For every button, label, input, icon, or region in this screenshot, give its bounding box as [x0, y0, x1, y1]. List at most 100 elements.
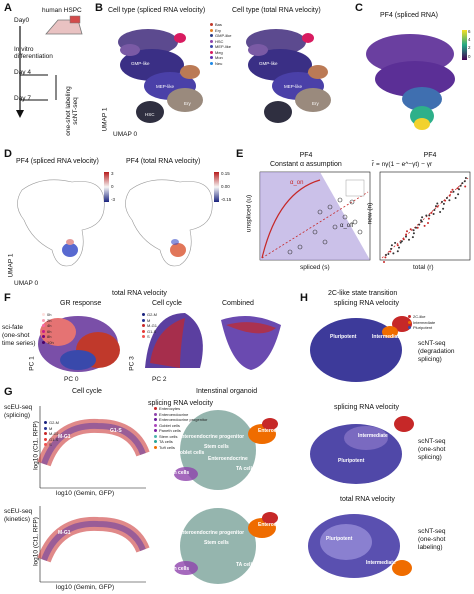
h-label-intermediate-3: Intermediate — [366, 560, 396, 566]
scatter-point — [418, 223, 421, 226]
panel-label-b: B — [95, 2, 103, 14]
cb-d-left-2: -3 — [111, 197, 116, 202]
legend-label: 6h — [47, 328, 52, 334]
legend-swatch — [408, 315, 411, 319]
legend-label: Goblet cells — [159, 422, 180, 428]
cluster-label-ery-2: Ery — [312, 101, 319, 106]
legend-label: Enterocytes — [159, 406, 181, 412]
panel-b-title-right: Cell type (total RNA velocity) — [232, 7, 321, 14]
flask-icon — [45, 15, 83, 35]
legend-swatch — [42, 318, 45, 322]
legend-label: S — [49, 442, 52, 448]
scatter-point — [408, 238, 410, 241]
legend-label: M-G1 — [147, 323, 157, 329]
colorbar-c-tick-2: 2 — [468, 45, 471, 50]
labeling-label: one-shot labeling scNT-seq — [65, 86, 79, 136]
panel-f-row-label: sci-fate (one-shot time series) — [2, 324, 36, 347]
scatter-point — [436, 205, 439, 208]
legend-item: Bas — [210, 22, 231, 28]
panel-h-sub3: total RNA velocity — [340, 496, 395, 503]
legend-swatch — [154, 440, 157, 444]
panel-label-e: E — [236, 148, 244, 160]
legend-swatch — [210, 45, 213, 49]
legend-swatch — [44, 421, 47, 425]
scatter-point — [448, 194, 451, 197]
scatter-point — [394, 241, 397, 244]
scatter-point — [435, 205, 437, 208]
h-label-intermediate-1: Intermediate — [372, 334, 402, 340]
day4-label: Day 4 — [14, 69, 31, 76]
panel-g-row1: scEU-seq (splicing) — [4, 404, 33, 419]
legend-swatch — [44, 443, 47, 447]
scatter-point — [412, 229, 415, 232]
legend-label: 0h — [47, 312, 52, 318]
scatter-point — [444, 199, 447, 202]
scatter-point — [427, 217, 430, 220]
legend-label: G2-M — [147, 312, 157, 318]
legend-item: Intermediate — [408, 320, 435, 326]
panel-b-axis-y: UMAP 1 — [101, 107, 109, 132]
scatter-point — [442, 202, 445, 205]
scatter-point — [421, 216, 424, 219]
cluster-label-mep: MEP-like — [156, 84, 175, 89]
legend-label: Mon — [215, 55, 223, 61]
legend-swatch — [142, 313, 145, 317]
scatter-point — [412, 232, 415, 235]
legend-swatch — [154, 423, 157, 427]
scatter-point — [400, 240, 403, 243]
legend-swatch — [142, 335, 145, 339]
legend-swatch — [44, 432, 47, 436]
scatter-point — [464, 185, 467, 188]
legend-label: 2h — [47, 317, 52, 323]
g-ylabel-2: log10 (Ct1, RFP) — [32, 517, 40, 566]
legend-swatch — [42, 329, 45, 333]
legend-item: 2C-like — [408, 314, 435, 320]
h-umap-2 — [310, 416, 414, 484]
g-label-stem: Stem cells — [204, 444, 229, 450]
g-label-ee-prog-2: Enteroendocrine progenitor — [178, 530, 245, 536]
legend-label: 8h — [47, 334, 52, 340]
scatter-point — [432, 213, 435, 215]
scatter-point — [409, 228, 412, 231]
cell-cycle-plot — [145, 313, 203, 368]
g-label-goblet: Goblet cells — [176, 450, 205, 456]
scatter-point — [420, 220, 423, 223]
scatter-point — [450, 191, 452, 193]
scatter-point — [448, 199, 451, 202]
g-ylabel-1: log10 (Ct1, RFP) — [32, 421, 40, 470]
cb-d-left-0: 3 — [111, 171, 114, 176]
legend-item: G1-S — [142, 329, 157, 335]
legend-item: G2-M — [142, 312, 157, 318]
panel-e-subtitle: Constant α assumption — [270, 161, 342, 168]
panel-e-right-title: PF4 — [423, 152, 437, 159]
legend-label: M — [147, 317, 151, 323]
cluster-label-mep-2: MEP-like — [284, 84, 303, 89]
scatter-point — [390, 247, 393, 250]
scatter-point — [459, 184, 462, 187]
cc-legend: G2-M M M-G1 G1-S S — [142, 312, 157, 340]
h-label-pluripotent-1: Pluripotent — [330, 334, 357, 340]
panel-c-title: PF4 (spliced RNA) — [380, 12, 438, 19]
pc1-label: PC 1 — [28, 356, 36, 371]
panel-b-title-left: Cell type (spliced RNA velocity) — [108, 7, 206, 14]
cluster-label-gmp-2: GMP-like — [259, 61, 278, 66]
legend-item: 0h — [42, 312, 54, 318]
legend-item: S — [142, 334, 157, 340]
legend-label: S — [147, 334, 150, 340]
alpha-on-label: α_on — [290, 180, 304, 186]
panel-f-sub2: Cell cycle — [152, 300, 182, 307]
g-label-ta: TA cells — [236, 466, 255, 472]
panel-label-d: D — [4, 148, 12, 160]
umap-pf4-expression — [366, 34, 455, 130]
panel-g-header-left: Cell cycle — [72, 388, 102, 395]
scatter-point — [383, 261, 385, 263]
scatter-point — [396, 244, 399, 247]
legend-swatch — [154, 418, 157, 422]
cluster-label-gmp: GMP-like — [131, 61, 150, 66]
legend-label: Intermediate — [413, 319, 436, 325]
scatter-point — [405, 235, 407, 238]
new-vs-total-plot — [379, 171, 471, 263]
h-umap-1 — [310, 316, 412, 382]
umap-celltype-spliced — [118, 29, 203, 123]
scatter-point — [457, 193, 460, 196]
